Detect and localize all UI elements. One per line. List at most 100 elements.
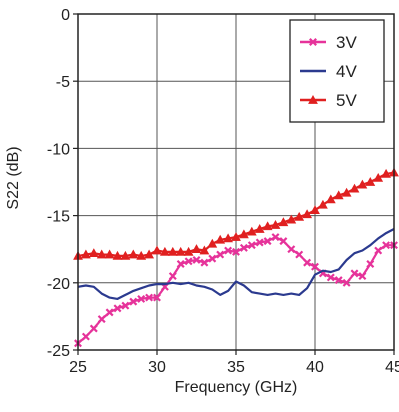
data-point <box>216 250 225 259</box>
data-point <box>286 214 297 224</box>
data-point <box>238 229 249 239</box>
data-point <box>121 301 130 310</box>
y-tick-label: -25 <box>47 343 70 360</box>
data-point <box>325 194 336 204</box>
data-point <box>373 172 384 182</box>
data-point <box>374 246 383 255</box>
data-point <box>96 249 107 259</box>
data-point <box>302 209 313 219</box>
series-line-4v <box>77 228 395 300</box>
data-point <box>350 269 359 278</box>
data-point <box>341 187 352 197</box>
legend-item-5v: 5V <box>300 91 357 110</box>
data-point <box>247 241 256 250</box>
data-point <box>326 273 335 282</box>
data-point <box>349 183 360 193</box>
data-point <box>303 258 312 267</box>
tick-labels: 25 30 35 40 45 0 -5 -10 -15 -20 -25 <box>47 7 399 376</box>
data-point <box>382 241 391 250</box>
data-point <box>246 226 257 236</box>
legend-label: 3V <box>336 33 357 52</box>
x-tick-label: 45 <box>385 359 399 376</box>
data-point <box>223 233 234 243</box>
data-point <box>294 211 305 221</box>
data-point <box>232 247 240 256</box>
data-point <box>144 249 155 259</box>
data-point <box>270 219 281 229</box>
data-point <box>231 232 241 241</box>
series-5v <box>73 167 399 260</box>
data-point <box>287 245 296 254</box>
data-point <box>81 332 90 341</box>
legend-item-4v: 4V <box>300 62 357 81</box>
legend-label: 5V <box>336 91 357 110</box>
x-axis-label: Frequency (GHz) <box>175 379 298 396</box>
data-point <box>105 308 114 317</box>
data-point <box>168 272 177 281</box>
y-axis-label: S22 (dB) <box>5 146 22 209</box>
data-point <box>137 294 146 303</box>
data-point <box>215 234 226 244</box>
y-tick-label: -5 <box>56 74 70 91</box>
x-tick-label: 30 <box>148 359 166 376</box>
legend-swatch-marker <box>309 38 317 46</box>
y-tick-label: -15 <box>47 209 70 226</box>
data-point <box>365 176 376 186</box>
data-point <box>88 248 99 258</box>
data-point <box>311 262 319 271</box>
legend-label: 4V <box>336 62 357 81</box>
data-point <box>357 179 368 189</box>
data-point <box>358 272 367 281</box>
y-tick-label: 0 <box>61 7 70 24</box>
x-tick-label: 40 <box>306 359 324 376</box>
data-point <box>278 217 289 227</box>
series-layer <box>73 167 399 348</box>
legend-item-3v: 3V <box>300 33 357 52</box>
data-point <box>199 245 210 255</box>
data-point <box>80 249 91 259</box>
y-tick-label: -10 <box>47 141 70 158</box>
data-point <box>239 243 248 252</box>
data-point <box>175 246 186 256</box>
data-point <box>176 260 185 268</box>
data-point <box>191 244 202 254</box>
data-point <box>89 324 98 333</box>
data-point <box>159 246 170 256</box>
data-point <box>153 293 161 302</box>
data-point <box>136 250 147 260</box>
data-point <box>310 205 320 215</box>
data-point <box>208 254 217 263</box>
data-point <box>192 255 201 264</box>
data-point <box>366 260 375 268</box>
data-point <box>342 278 351 287</box>
data-point <box>381 168 392 178</box>
data-point <box>262 221 273 231</box>
data-point <box>200 258 209 267</box>
data-point <box>295 250 304 259</box>
data-point <box>112 250 123 260</box>
data-point <box>254 224 265 233</box>
data-point <box>224 246 233 255</box>
x-tick-label: 35 <box>227 359 245 376</box>
data-point <box>263 237 272 246</box>
data-point <box>167 246 178 256</box>
data-point <box>317 199 328 209</box>
y-tick-label: -20 <box>47 276 70 293</box>
x-tick-label: 25 <box>69 359 87 376</box>
data-point <box>255 238 264 247</box>
data-point <box>120 250 131 260</box>
data-point <box>113 304 122 313</box>
data-point <box>184 257 193 266</box>
data-point <box>128 249 139 259</box>
series-4v <box>77 228 395 300</box>
data-point <box>279 237 288 246</box>
data-point <box>104 249 115 259</box>
data-point <box>207 238 218 248</box>
data-point <box>334 276 343 285</box>
data-point <box>129 297 138 306</box>
data-point <box>145 293 154 302</box>
data-point <box>333 190 344 200</box>
data-point <box>97 315 106 324</box>
data-point <box>152 245 162 255</box>
